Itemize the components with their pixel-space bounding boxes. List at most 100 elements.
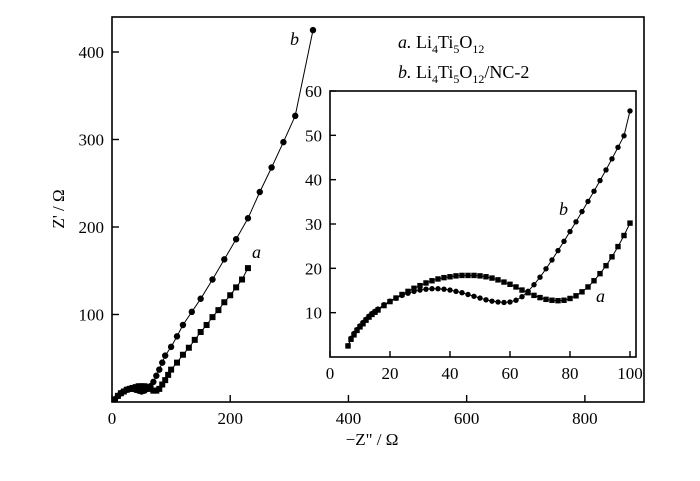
data-point-b — [609, 156, 615, 162]
data-point-a — [197, 329, 204, 335]
data-point-b — [159, 359, 166, 366]
data-point-b — [150, 378, 157, 386]
data-point-a — [459, 272, 465, 279]
data-point-a — [179, 351, 186, 358]
data-point-b — [173, 333, 181, 340]
y-axis-title: Z' / Ω — [49, 189, 68, 228]
x-tick-label: 60 — [502, 364, 519, 383]
series-a — [111, 265, 251, 403]
data-point-b — [441, 286, 447, 292]
y-tick-label: 30 — [305, 215, 322, 234]
y-tick-label: 50 — [305, 126, 322, 145]
x-tick-label: 100 — [617, 364, 643, 383]
data-point-b — [531, 282, 537, 288]
data-point-b — [561, 238, 567, 244]
data-point-b — [221, 256, 228, 263]
data-point-a — [471, 272, 477, 279]
data-point-b — [603, 167, 609, 173]
data-point-a — [591, 278, 597, 284]
data-point-a — [168, 366, 175, 373]
x-tick-label: 0 — [108, 409, 117, 428]
series-label-a-main: a — [252, 242, 261, 262]
data-point-a — [417, 282, 423, 289]
data-point-a — [621, 232, 627, 239]
main-series-group — [111, 26, 317, 403]
data-point-a — [603, 262, 609, 269]
data-point-b — [167, 343, 175, 351]
data-point-a — [567, 295, 573, 302]
data-point-b — [537, 274, 543, 280]
data-point-b — [579, 208, 585, 215]
x-tick-label: 0 — [326, 364, 335, 383]
data-point-b — [549, 257, 555, 263]
data-point-a — [429, 278, 435, 284]
data-point-a — [513, 284, 519, 290]
data-point-b — [256, 188, 263, 196]
x-tick-label: 600 — [454, 409, 480, 428]
data-point-a — [185, 344, 192, 351]
data-point-a — [435, 276, 441, 282]
data-point-b — [621, 133, 627, 139]
data-point-a — [423, 280, 429, 286]
data-point-b — [292, 112, 299, 120]
data-point-b — [555, 247, 561, 254]
data-point-b — [435, 286, 441, 292]
data-point-b — [280, 138, 287, 146]
data-point-b — [375, 306, 381, 312]
data-point-b — [489, 298, 495, 304]
data-point-a — [244, 265, 251, 272]
data-point-a — [162, 377, 169, 384]
data-point-b — [268, 164, 275, 171]
data-point-b — [477, 295, 483, 301]
data-point-b — [483, 297, 489, 303]
inset-series-group — [345, 108, 633, 349]
data-point-b — [453, 288, 459, 295]
data-point-a — [579, 289, 585, 295]
data-point-b — [507, 299, 513, 305]
data-point-a — [483, 274, 489, 280]
x-tick-label: 20 — [382, 364, 399, 383]
data-point-a — [489, 275, 495, 281]
data-point-b — [153, 372, 160, 379]
series-b — [345, 108, 633, 349]
data-point-a — [159, 381, 166, 388]
data-point-b — [399, 292, 405, 299]
data-point-b — [429, 286, 435, 292]
data-point-b — [351, 330, 357, 337]
data-point-b — [543, 266, 549, 272]
data-point-b — [615, 144, 621, 151]
data-point-b — [447, 287, 453, 293]
data-point-b — [501, 299, 507, 306]
data-point-b — [345, 343, 351, 349]
data-point-a — [209, 314, 216, 321]
data-point-a — [156, 385, 163, 392]
data-point-a — [519, 287, 525, 293]
data-point-b — [348, 335, 354, 342]
y-tick-label: 60 — [305, 82, 322, 101]
series-label-b-inset: b — [559, 199, 568, 219]
data-point-a — [165, 371, 172, 378]
data-point-a — [239, 276, 246, 283]
data-point-b — [567, 228, 573, 235]
series-label-a-inset: a — [596, 286, 605, 306]
data-point-b — [597, 177, 603, 184]
data-point-b — [591, 188, 597, 194]
y-tick-label: 20 — [305, 259, 322, 278]
legend-entry-b: b. Li4Ti5O12/NC-2 — [398, 62, 529, 86]
data-point-b — [188, 308, 195, 316]
data-point-b — [585, 198, 591, 205]
y-tick-label: 200 — [79, 218, 105, 237]
y-tick-label: 400 — [79, 43, 105, 62]
y-tick-label: 300 — [79, 131, 105, 150]
series-line-b — [114, 29, 314, 400]
data-point-a — [561, 297, 567, 303]
main-plot-frame — [111, 16, 645, 403]
data-point-b — [405, 290, 411, 296]
data-point-a — [447, 274, 453, 280]
x-tick-label: 40 — [442, 364, 459, 383]
data-point-b — [573, 219, 579, 225]
y-tick-label: 10 — [305, 304, 322, 323]
data-point-a — [585, 284, 591, 290]
data-point-b — [197, 295, 204, 302]
y-tick-label: 40 — [305, 171, 322, 190]
